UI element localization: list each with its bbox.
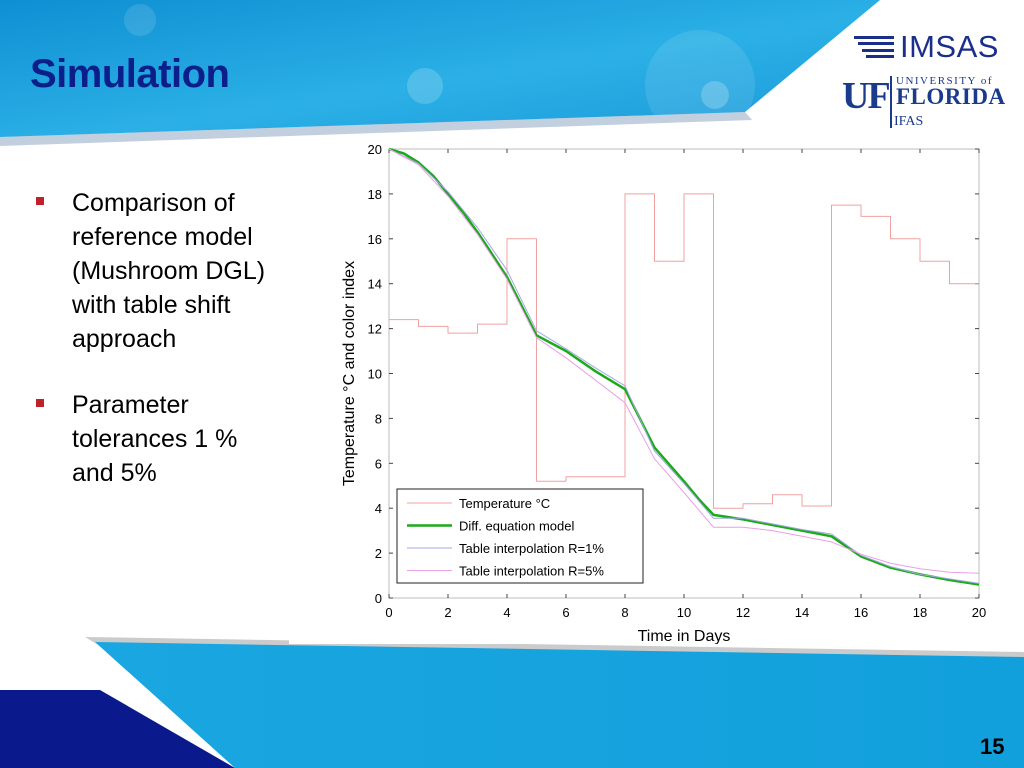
legend-box [396, 488, 644, 584]
y-tick-label: 20 [368, 142, 382, 157]
top-banner [0, 0, 880, 137]
x-tick-label: 8 [621, 605, 628, 620]
banner-bokeh [701, 81, 729, 109]
series-line-3 [388, 148, 980, 574]
legend-entry: Diff. equation model [459, 519, 574, 534]
bullet-list: Comparison of reference model (Mushroom … [34, 186, 284, 522]
x-tick-label: 10 [677, 605, 691, 620]
uf-logo-divider [890, 76, 892, 128]
bullet-text: Comparison of reference model (Mushroom … [72, 189, 266, 353]
series-line-1 [388, 147, 980, 586]
series-line-2 [388, 148, 980, 584]
y-tick-label: 8 [375, 411, 382, 426]
legend-entry: Table interpolation R=5% [459, 564, 604, 579]
y-tick-label: 14 [368, 277, 382, 292]
banner-bokeh [124, 4, 156, 36]
banner-bokeh [645, 30, 755, 140]
series-line-0 [389, 193, 979, 509]
x-tick-label: 18 [913, 605, 927, 620]
uf-logo-ifas: IFAS [894, 114, 924, 129]
uf-logo-university: UNIVERSITY of [896, 75, 993, 87]
bullet-text: Parameter tolerances 1 % and 5% [72, 391, 238, 487]
y-tick-label: 2 [375, 546, 382, 561]
y-tick-label: 16 [368, 232, 382, 247]
x-tick-label: 14 [795, 605, 809, 620]
imsas-logo-text: IMSAS [900, 29, 999, 64]
page-number: 15 [980, 734, 1005, 759]
y-axis-label: Temperature °C and color index [341, 261, 358, 486]
uf-logo-mark: UF [842, 75, 891, 117]
square-bullet-icon [36, 399, 44, 407]
bullet-item: Comparison of reference model (Mushroom … [34, 186, 284, 356]
y-tick-label: 12 [368, 322, 382, 337]
x-tick-label: 4 [503, 605, 510, 620]
y-tick-label: 18 [368, 187, 382, 202]
uf-logo-florida: FLORIDA [896, 84, 1006, 109]
x-tick-label: 0 [385, 605, 392, 620]
bottom-dark-band [0, 690, 235, 768]
square-bullet-icon [36, 197, 44, 205]
x-tick-label: 2 [444, 605, 451, 620]
legend-entry: Temperature °C [459, 496, 550, 511]
y-tick-label: 10 [368, 367, 382, 382]
x-tick-label: 16 [854, 605, 868, 620]
x-tick-label: 20 [972, 605, 986, 620]
y-tick-label: 4 [375, 501, 382, 516]
imsas-logo: IMSAS [850, 29, 1024, 64]
banner-edge-shadow [0, 112, 752, 146]
legend-entry: Table interpolation R=1% [459, 541, 604, 556]
chart-panel: 0 2 4 6 8 10 12 14 16 18 20 0 2 4 6 8 10 12 14 16 18 20 Time i… [289, 137, 1008, 644]
bottom-banner [95, 642, 1024, 768]
y-tick-label: 6 [375, 456, 382, 471]
banner-bokeh [407, 68, 443, 104]
bullet-item: Parameter tolerances 1 % and 5% [34, 388, 284, 490]
imsas-lines-icon [850, 36, 894, 58]
uf-ifas-logo: UF UNIVERSITY of FLORIDA IFAS [842, 72, 1018, 132]
x-tick-label: 6 [562, 605, 569, 620]
line-chart: 0 2 4 6 8 10 12 14 16 18 20 0 2 4 6 8 10 12 14 16 18 20 Time i… [341, 142, 986, 644]
slide-title: Simulation [30, 52, 230, 96]
x-tick-label: 12 [736, 605, 750, 620]
x-axis-label: Time in Days [638, 628, 731, 644]
y-tick-label: 0 [375, 591, 382, 606]
